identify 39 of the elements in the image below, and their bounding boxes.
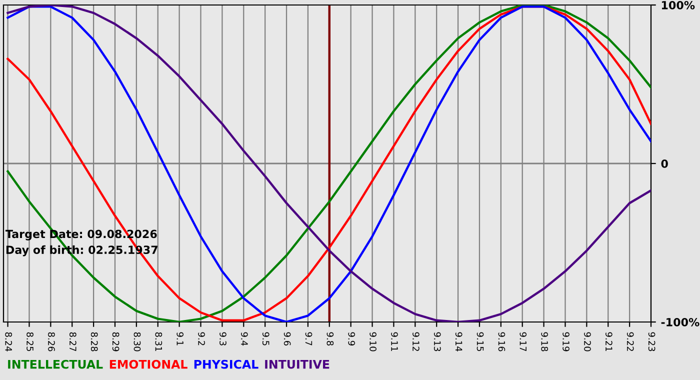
x-tick-label: 9.3 <box>220 332 226 346</box>
text: INTUITIVE <box>265 360 330 369</box>
x-tick-label: 9.20 <box>584 332 591 352</box>
x-tick-label: 8.24 <box>5 332 12 352</box>
x-tick-label: 9.17 <box>520 332 527 352</box>
x-tick-label: 9.14 <box>455 332 462 352</box>
y-tick-label: 0 <box>661 159 668 168</box>
x-tick-label: 9.9 <box>348 332 356 346</box>
x-tick-label: 8.25 <box>26 332 34 352</box>
y-tick-label: 100% <box>662 0 695 10</box>
x-tick-label: 9.13 <box>434 332 441 352</box>
x-tick-label: 9.4 <box>241 332 248 346</box>
x-tick-label: 9.5 <box>262 332 270 346</box>
x-tick-label: 9.11 <box>391 332 398 351</box>
x-tick-label: 9.18 <box>541 332 548 352</box>
x-tick-label: 8.28 <box>90 332 98 352</box>
x-tick-label: 8.31 <box>155 332 162 351</box>
x-tick-label: 9.7 <box>305 332 312 346</box>
x-tick-label: 8.30 <box>134 332 141 352</box>
y-tick-label: -100% <box>661 318 700 326</box>
x-tick-label: 9.1 <box>176 332 184 346</box>
x-tick-label: 8.27 <box>69 332 76 352</box>
x-tick-label: 9.8 <box>326 332 334 346</box>
x-tick-label: 9.6 <box>284 332 291 346</box>
x-tick-label: 9.16 <box>498 332 506 352</box>
x-tick-label: 9.2 <box>198 332 205 346</box>
x-tick-label: 9.19 <box>562 332 570 352</box>
x-tick-label: 9.15 <box>476 332 484 352</box>
x-tick-label: 8.26 <box>48 332 55 352</box>
x-tick-label: 9.12 <box>412 332 420 351</box>
line-series <box>6 5 651 322</box>
text: PHYSICAL <box>194 360 258 369</box>
text: INTELLECTUAL <box>8 360 103 369</box>
text: EMOTIONAL <box>110 360 188 369</box>
x-tick-label: 9.21 <box>606 332 612 351</box>
x-tick-label: 9.10 <box>370 332 376 352</box>
x-tick-label: 9.23 <box>648 332 656 352</box>
x-tick-label: 9.22 <box>626 332 634 351</box>
x-tick-label: 8.29 <box>112 332 120 352</box>
